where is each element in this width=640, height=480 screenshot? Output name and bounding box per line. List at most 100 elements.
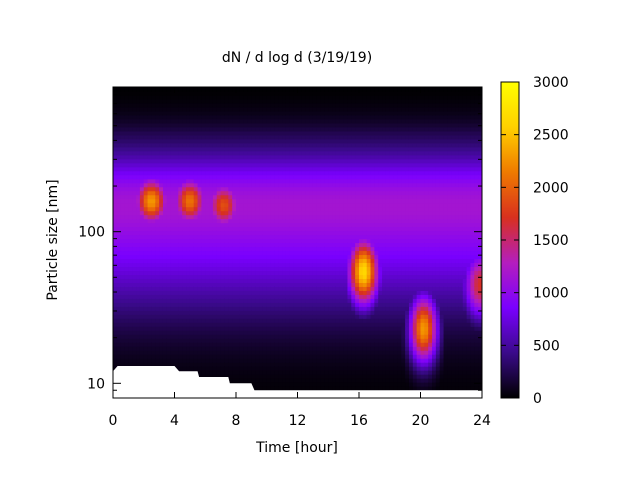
heatmap-cell [312,230,318,236]
heatmap-cell [324,262,329,268]
heatmap-cell [205,90,210,96]
heatmap-cell [251,294,256,299]
heatmap-cell [320,110,325,116]
heatmap-cell [282,262,287,268]
heatmap-cell [332,170,337,176]
heatmap-cell [139,202,145,208]
heatmap-cell [347,202,352,208]
heatmap-cell [247,322,252,327]
heatmap-cell [289,130,295,136]
heatmap-cell [251,230,256,236]
heatmap-cell [309,358,314,363]
heatmap-cell [343,138,349,144]
heatmap-cell [324,146,329,152]
heatmap-cell [159,87,164,92]
heatmap-cell [113,234,118,240]
heatmap-cell [174,334,179,339]
heatmap-cell [128,230,133,236]
heatmap-cell [201,154,206,160]
heatmap-cell [220,234,226,240]
heatmap-cell [309,218,314,224]
heatmap-cell [174,322,179,327]
heatmap-cell [193,246,199,252]
heatmap-cell [270,98,276,104]
heatmap-cell [270,286,276,291]
heatmap-cell [335,146,341,152]
heatmap-cell [159,222,164,228]
heatmap-cell [224,106,229,112]
heatmap-cell [143,226,149,232]
heatmap-cell [301,98,306,104]
heatmap-cell [339,118,345,124]
heatmap-cell [120,346,126,351]
heatmap-cell [316,322,322,327]
heatmap-cell [193,210,199,216]
heatmap-cell [293,154,299,160]
heatmap-cell [116,282,122,287]
heatmap-cell [312,114,318,120]
heatmap-cell [113,194,118,200]
heatmap-cell [216,214,222,220]
heatmap-cell [186,194,191,200]
heatmap-cell [351,222,356,228]
heatmap-cell [116,294,122,299]
heatmap-cell [309,246,314,252]
heatmap-cell [128,242,133,248]
heatmap-cell [128,182,133,188]
heatmap-cell [216,138,222,144]
heatmap-cell [143,318,149,323]
heatmap-cell [189,262,195,268]
heatmap-cell [120,254,126,260]
heatmap-cell [282,250,287,256]
heatmap-cell [239,150,245,156]
heatmap-cell [201,222,206,228]
heatmap-cell [343,270,349,275]
heatmap-cell [320,286,325,291]
heatmap-cell [232,210,237,216]
heatmap-cell [120,274,126,279]
heatmap-cell [155,258,160,264]
heatmap-cell [274,134,279,140]
heatmap-cell [174,174,179,180]
heatmap-cell [116,122,122,128]
heatmap-cell [178,266,183,272]
heatmap-cell [236,206,241,212]
heatmap-cell [328,222,333,228]
heatmap-cell [282,154,287,160]
heatmap-cell [186,190,191,196]
heatmap-cell [328,190,333,196]
heatmap-cell [143,150,149,156]
heatmap-cell [232,98,237,104]
heatmap-cell [212,298,218,303]
heatmap-cell [243,318,249,323]
heatmap-cell [220,326,226,331]
heatmap-cell [347,238,352,244]
heatmap-cell [270,326,276,331]
heatmap-cell [335,106,341,112]
heatmap-cell [297,122,302,128]
heatmap-cell [274,338,279,343]
heatmap-cell [205,142,210,148]
heatmap-cell [116,106,122,112]
heatmap-cell [232,126,237,132]
heatmap-cell [285,326,291,331]
heatmap-cell [316,334,322,339]
heatmap-cell [232,258,237,264]
heatmap-cell [232,262,237,268]
heatmap-cell [170,238,176,244]
heatmap-cell [139,90,145,96]
heatmap-cell [186,258,191,264]
heatmap-cell [262,322,268,327]
heatmap-cell [189,350,195,355]
heatmap-cell [266,150,272,156]
heatmap-cell [212,358,218,363]
heatmap-cell [312,242,318,248]
heatmap-cell [247,202,252,208]
heatmap-cell [278,218,283,224]
heatmap-cell [182,298,187,303]
heatmap-cell [170,358,176,363]
heatmap-cell [351,342,356,347]
heatmap-cell [297,110,302,116]
heatmap-cell [209,194,214,200]
heatmap-cell [113,262,118,268]
